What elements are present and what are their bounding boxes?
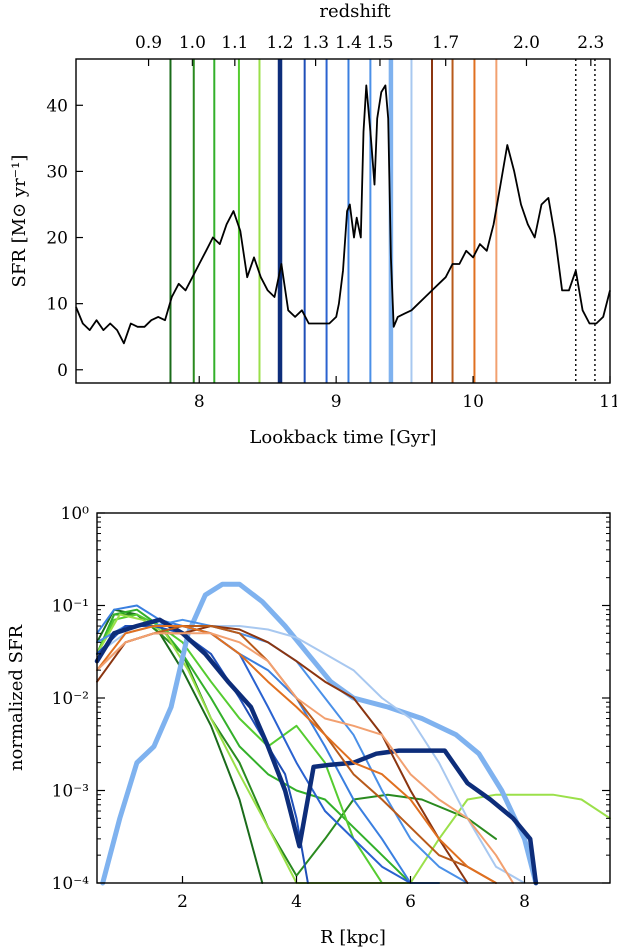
snapshot-markers: [169, 59, 596, 383]
redshift-tick-label: 1.4: [335, 33, 362, 53]
top-x-axis-title: Lookback time [Gyr]: [249, 427, 436, 448]
top-x-ticks: 8 9 10 11: [194, 376, 617, 412]
profile-line-0: [96, 608, 264, 884]
top-y-tick-label: 10: [46, 295, 68, 315]
bottom-x-tick-label: 2: [177, 892, 188, 912]
top-y-tick-label: 30: [46, 162, 68, 182]
bottom-x-axis-title: R [kpc]: [320, 927, 386, 948]
redshift-tick-label: 1.3: [302, 33, 329, 53]
profile-line-14: [96, 625, 497, 884]
bottom-x-tick-label: 8: [519, 892, 530, 912]
sfr-lines: [75, 84, 611, 345]
profile-lines: [94, 581, 611, 886]
top-y-tick-label: 40: [46, 96, 68, 116]
top-y-axis-title: SFR [M⊙ yr⁻¹]: [9, 155, 30, 288]
radial-profile-chart: 2 4 6 8 10⁻⁴ 10⁻³ 10⁻² 10⁻¹ 10⁰ R [kpc] normali…: [6, 504, 611, 948]
profile-line-6: [96, 625, 526, 884]
redshift-tick-label: 2.0: [513, 33, 540, 53]
top-x-tick-label: 10: [462, 392, 484, 412]
redshift-tick-label: 1.1: [221, 33, 248, 53]
redshift-ticks: 0.9 1.0 1.1 1.2 1.3 1.4 1.5 1.7 2.0 2.3: [135, 33, 604, 66]
bottom-x-ticks: 2 4 6 8: [177, 876, 530, 912]
bottom-y-tick-label: 10⁻⁴: [52, 874, 90, 894]
redshift-tick-label: 0.9: [135, 33, 162, 53]
redshift-tick-label: 1.7: [432, 33, 459, 53]
profile-line-3: [96, 613, 383, 884]
top-plot-frame: [75, 58, 611, 384]
profile-line-15: [96, 632, 515, 884]
sfr-line-0: [75, 84, 611, 345]
bottom-y-tick-label: 10⁻²: [52, 689, 89, 709]
top-y-tick-label: 20: [46, 229, 68, 249]
profile-line-7: [96, 604, 440, 884]
redshift-tick-label: 2.3: [577, 33, 604, 53]
bottom-y-tick-label: 10⁻¹: [52, 597, 89, 617]
top-x-tick-label: 8: [194, 392, 205, 412]
top-x-tick-label: 9: [331, 392, 342, 412]
bottom-y-axis-title: normalized SFR: [6, 625, 27, 772]
top-x-tick-label: 11: [599, 392, 617, 412]
bottom-y-tick-label: 10⁻³: [52, 782, 89, 802]
profile-line-12: [96, 625, 469, 884]
bottom-x-tick-label: 6: [405, 892, 416, 912]
profile-line-5: [100, 581, 539, 886]
top-axis-title: redshift: [319, 1, 391, 22]
bottom-x-tick-label: 4: [291, 892, 302, 912]
redshift-tick-label: 1.0: [179, 33, 206, 53]
bottom-y-ticks: 10⁻⁴ 10⁻³ 10⁻² 10⁻¹ 10⁰: [52, 504, 610, 894]
redshift-tick-label: 1.5: [366, 33, 393, 53]
top-y-ticks: 0 10 20 30 40: [46, 96, 83, 381]
redshift-tick-label: 1.2: [266, 33, 293, 53]
bottom-y-tick-label: 10⁰: [61, 504, 90, 524]
top-y-tick-label: 0: [57, 361, 68, 381]
sfr-history-chart: redshift 0.9 1.0 1.1 1.2 1.3 1.4 1.5 1.7 2.0 2.3 …: [9, 1, 617, 448]
profile-line-2: [96, 608, 440, 884]
